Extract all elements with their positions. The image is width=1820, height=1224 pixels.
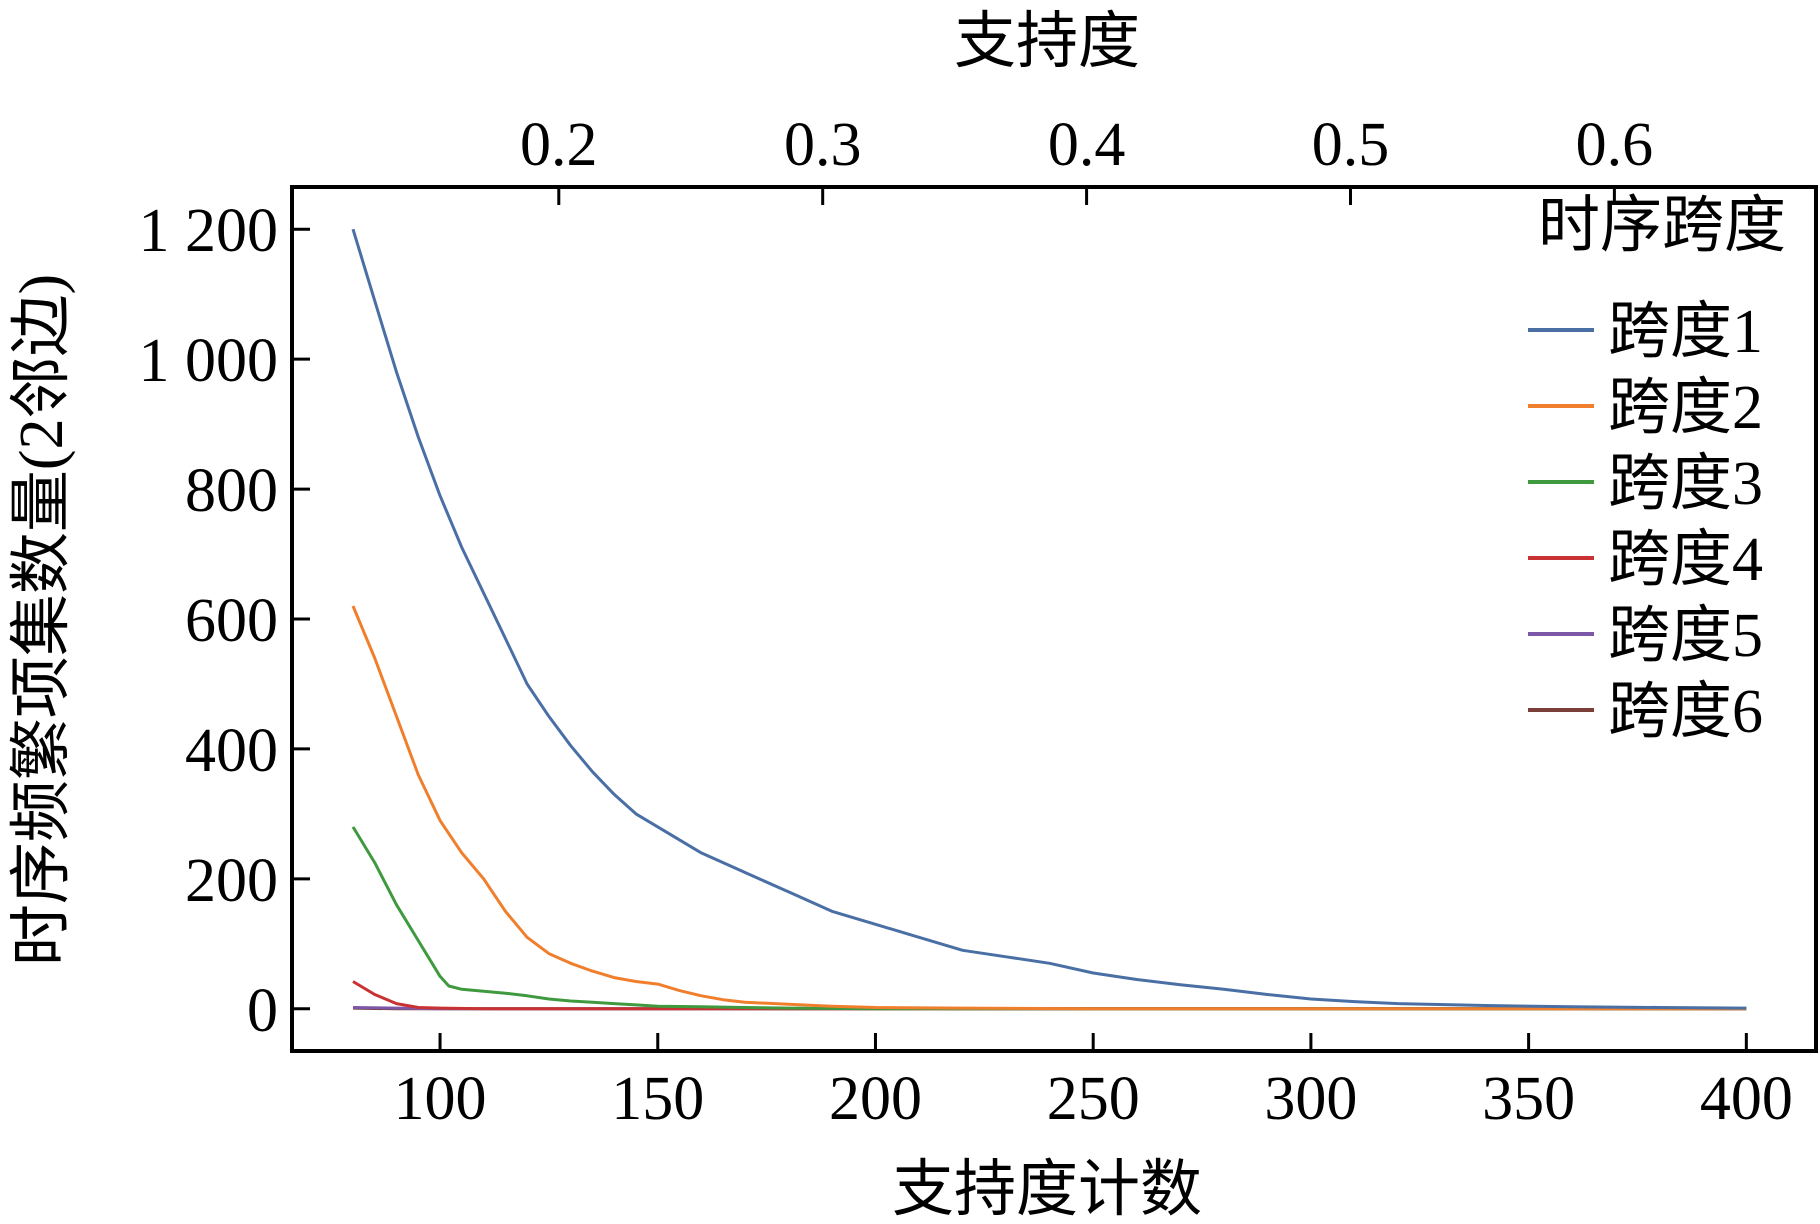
y-tick-label: 800 [185,457,278,525]
y-tick-label: 0 [247,977,278,1045]
x2-tick-label: 0.5 [1312,111,1390,179]
x2-tick-label: 0.3 [784,111,862,179]
x-tick-label: 350 [1482,1065,1575,1133]
axes-layer: 100 150 200 250 300 350 400 0 200 400 600 800 1 000 1… [139,111,1793,1133]
x2-tick-label: 0.6 [1576,111,1654,179]
x-tick-label: 250 [1047,1065,1140,1133]
x-tick-label: 150 [611,1065,704,1133]
y-tick-label: 1 000 [139,327,279,395]
x-tick-label: 100 [394,1065,487,1133]
x2-axis-title: 支持度 [954,8,1140,76]
legend: 时序跨度 跨度1 跨度2 跨度3 跨度4 跨度5 跨度6 [1528,192,1786,746]
series-line-2 [351,605,1747,1011]
x2-tick-label: 0.4 [1048,111,1126,179]
legend-label-1: 跨度1 [1608,298,1763,366]
x2-tick-label: 0.2 [520,111,598,179]
legend-label-3: 跨度3 [1608,450,1763,518]
series-line-4 [352,980,1747,1011]
x-tick-label: 400 [1700,1065,1793,1133]
legend-label-4: 跨度4 [1608,526,1763,594]
y-tick-label: 200 [185,847,278,915]
series-line-1 [351,228,1747,1010]
y-tick-label: 600 [185,587,278,655]
y-tick-label: 400 [185,717,278,785]
plot-frame [290,185,1818,1053]
legend-label-5: 跨度5 [1608,602,1763,670]
y-axis-title: 时序频繁项集数量(2邻边) [8,274,76,966]
y-tick-label: 1 200 [139,197,279,265]
x-axis-title: 支持度计数 [892,1156,1202,1224]
x-tick-label: 300 [1264,1065,1357,1133]
x-tick-label: 200 [829,1065,922,1133]
legend-label-6: 跨度6 [1608,678,1763,746]
series-layer [351,228,1747,1011]
legend-label-2: 跨度2 [1608,374,1763,442]
series-line-3 [351,826,1747,1011]
legend-title: 时序跨度 [1538,192,1786,260]
